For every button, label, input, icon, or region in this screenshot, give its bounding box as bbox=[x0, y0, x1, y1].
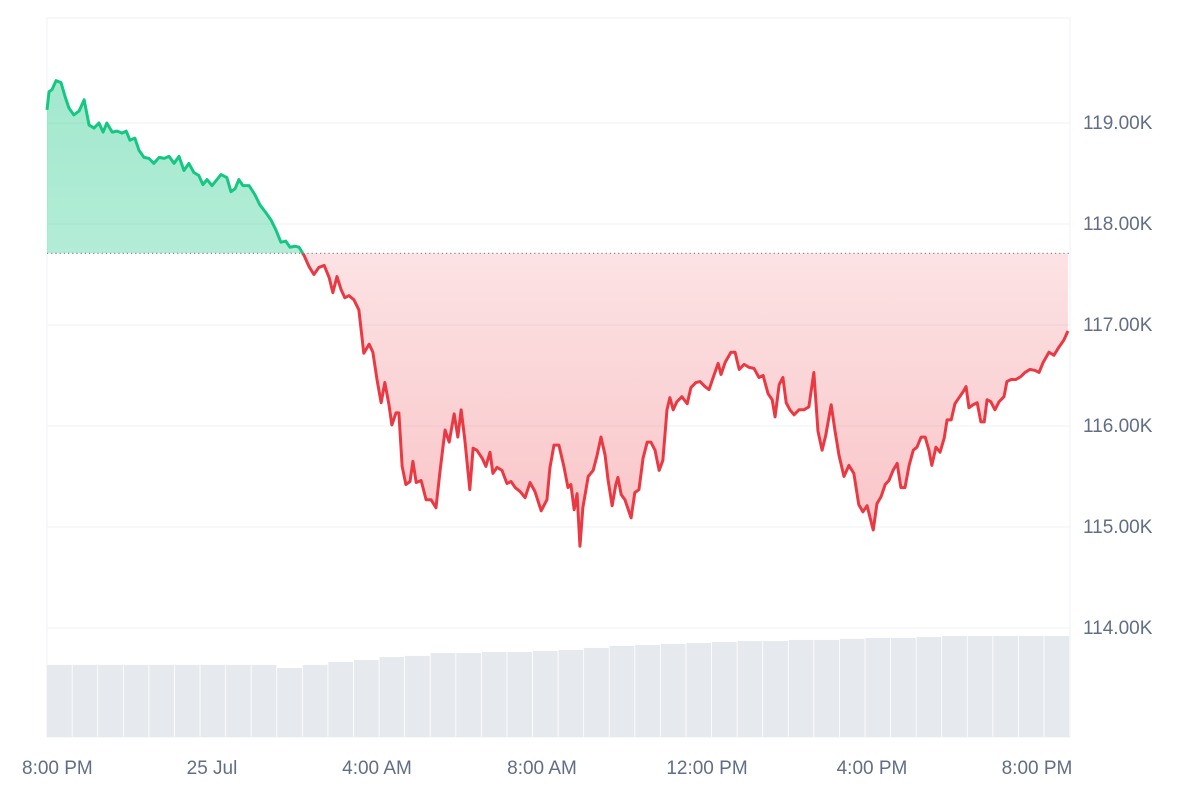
volume-bar bbox=[558, 649, 584, 737]
x-tick-label: 8:00 PM bbox=[1002, 758, 1073, 779]
volume-bar bbox=[1044, 635, 1070, 737]
volume-bar bbox=[942, 635, 967, 737]
y-tick-label: 116.00K bbox=[1083, 416, 1153, 437]
area-down bbox=[47, 253, 1068, 547]
volume-bar bbox=[1018, 635, 1044, 737]
volume-bar bbox=[200, 664, 226, 737]
volume-bar bbox=[865, 637, 891, 737]
x-tick-label: 8:00 PM bbox=[22, 758, 93, 779]
volume-bar bbox=[711, 641, 737, 737]
volume-bar bbox=[788, 639, 814, 737]
y-tick-label: 115.00K bbox=[1083, 517, 1153, 538]
x-tick-label: 4:00 PM bbox=[837, 758, 908, 779]
volume-bar bbox=[379, 656, 405, 737]
volume-bar bbox=[967, 635, 993, 737]
volume-bar bbox=[328, 661, 354, 737]
volume-bar bbox=[430, 652, 456, 737]
x-tick-label: 12:00 PM bbox=[666, 758, 747, 779]
volume-bar bbox=[660, 643, 686, 737]
y-tick-label: 119.00K bbox=[1083, 113, 1153, 134]
price-line bbox=[45, 79, 1070, 548]
volume-bar bbox=[609, 645, 635, 737]
volume-bar bbox=[353, 659, 379, 737]
volume-bar bbox=[174, 664, 200, 737]
volume-bar bbox=[916, 636, 942, 737]
volume-bar bbox=[890, 637, 916, 737]
volume-bar bbox=[123, 664, 149, 737]
volume-bar bbox=[993, 635, 1019, 737]
volume-bar bbox=[763, 640, 788, 737]
y-tick-label: 114.00K bbox=[1083, 618, 1153, 639]
x-tick-label: 4:00 AM bbox=[342, 758, 412, 779]
volume-bar bbox=[251, 664, 277, 737]
volume-bar bbox=[72, 664, 98, 737]
volume-bar bbox=[456, 652, 481, 737]
volume-bar bbox=[635, 644, 660, 737]
volume-bar bbox=[814, 639, 839, 737]
x-tick-label: 8:00 AM bbox=[507, 758, 577, 779]
volume-bar bbox=[507, 651, 533, 737]
volume-bar bbox=[839, 638, 865, 737]
area-up bbox=[47, 80, 303, 254]
y-tick-label: 117.00K bbox=[1083, 315, 1153, 336]
volume-bar bbox=[737, 640, 763, 737]
volume-bar bbox=[481, 651, 507, 737]
volume-bar bbox=[405, 655, 430, 737]
volume-bar bbox=[47, 664, 72, 737]
volume-bar bbox=[149, 664, 175, 737]
volume-bar bbox=[277, 667, 302, 737]
volume-bar bbox=[686, 642, 712, 737]
y-tick-label: 118.00K bbox=[1083, 214, 1153, 235]
volume-bar bbox=[532, 650, 558, 737]
volume-bar bbox=[302, 664, 328, 737]
x-tick-label: 25 Jul bbox=[187, 758, 238, 779]
volume-bar bbox=[584, 647, 609, 737]
volume-bar bbox=[226, 664, 251, 737]
volume-bar bbox=[98, 664, 123, 737]
